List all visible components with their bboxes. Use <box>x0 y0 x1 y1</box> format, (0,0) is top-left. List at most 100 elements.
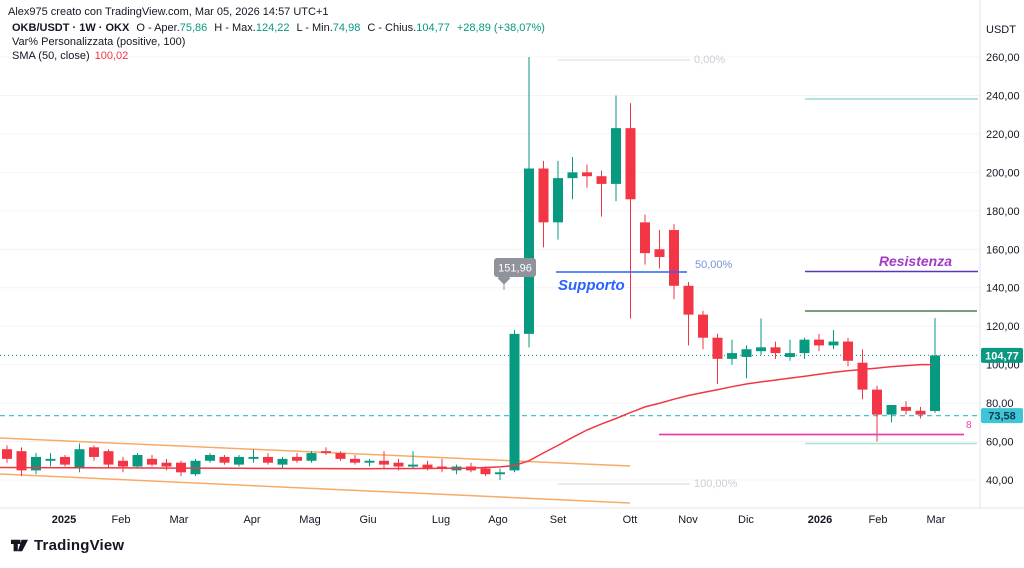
candle-body <box>756 347 766 352</box>
candle-body <box>538 168 549 223</box>
candle <box>770 341 781 359</box>
price-axis-tick: 120,00 <box>986 321 1020 333</box>
candle-body <box>147 458 157 465</box>
price-tag-text: 151,96 <box>498 263 532 275</box>
candle-body <box>437 466 447 469</box>
pink-level-label[interactable]: 8 <box>966 420 972 431</box>
candle-body <box>16 451 27 471</box>
candle <box>103 449 114 469</box>
candle <box>756 318 766 356</box>
candle <box>930 318 940 413</box>
time-axis-label: Set <box>550 514 567 526</box>
candle-body <box>132 455 143 467</box>
candle-body <box>248 456 259 459</box>
price-axis-tick: 200,00 <box>986 167 1020 179</box>
time-axis-label: Feb <box>869 514 888 526</box>
candle-body <box>422 464 433 469</box>
fib-100-label[interactable]: 100,00% <box>694 478 738 490</box>
candle <box>495 468 505 481</box>
candle <box>364 458 375 467</box>
tradingview-logo[interactable]: TradingView <box>10 536 124 555</box>
candle-body <box>321 451 331 454</box>
candle <box>785 339 795 361</box>
candle <box>205 453 215 463</box>
candle-body <box>364 460 375 463</box>
price-axis-tick: 140,00 <box>986 283 1020 295</box>
time-axis-label: Feb <box>112 514 131 526</box>
price-tag[interactable]: 151,96 <box>494 258 536 290</box>
candle <box>234 455 244 467</box>
candle-body <box>901 406 911 411</box>
drawings-back <box>0 59 980 504</box>
fib-50-label[interactable]: 50,00% <box>695 259 733 271</box>
candle-body <box>118 460 128 467</box>
candle <box>553 160 563 240</box>
candle <box>727 339 737 365</box>
price-axis-tick: 60,00 <box>986 437 1014 449</box>
sma-value: 100,02 <box>94 50 129 62</box>
candle <box>292 453 302 463</box>
candle-body <box>480 468 491 475</box>
candle <box>712 333 723 384</box>
price-axis[interactable]: USDT 260,00 240,00 220,00 200,00 180,00 160,00… <box>979 0 1023 508</box>
high-label: H - Max. <box>214 22 256 34</box>
candle-body <box>161 462 172 467</box>
price-axis-tick: 40,00 <box>986 475 1014 487</box>
candle <box>698 310 708 350</box>
symbol-title[interactable]: OKB/USDT · 1W · OKX <box>12 22 130 34</box>
time-axis-label: Mar <box>170 514 189 526</box>
time-axis-label: Giu <box>359 514 376 526</box>
candle <box>596 170 607 217</box>
candle <box>669 224 679 300</box>
chart-attribution: Alex975 creato con TradingView.com, Mar … <box>8 6 329 18</box>
close-label: C - Chius. <box>367 22 417 34</box>
indicator-sma-legend[interactable]: SMA (50, close) 100,02 <box>12 50 545 63</box>
price-axis-tick: 180,00 <box>986 206 1020 218</box>
fib-0-label[interactable]: 0,00% <box>694 54 725 66</box>
drawings-front: 0,00% 100,00% 50,00% Supporto Resistenza 8 <box>556 54 978 490</box>
candle <box>2 445 12 463</box>
time-axis[interactable]: 2025 Feb Mar Apr Mag Giu Lug Ago Set Ott Nov Dic 202… <box>0 507 1024 526</box>
candle-body <box>45 458 56 461</box>
candle <box>582 164 592 188</box>
candle <box>16 447 27 477</box>
candle-body <box>741 349 752 357</box>
candle <box>132 453 143 469</box>
time-axis-label: Lug <box>432 514 450 526</box>
candle <box>451 464 462 475</box>
candle-body <box>306 453 317 461</box>
close-value: 104,77 <box>416 22 450 34</box>
candle-body <box>553 178 563 223</box>
price-axis-tick: 80,00 <box>986 398 1014 410</box>
candle-body <box>2 449 12 459</box>
resistenza-label[interactable]: Resistenza <box>879 253 952 269</box>
price-tag-box <box>494 258 536 277</box>
candle <box>219 455 230 465</box>
candle <box>89 445 99 461</box>
low-value: 74,98 <box>332 22 361 34</box>
sma-line <box>0 363 932 470</box>
candle-body <box>596 176 607 184</box>
channel-lower-line[interactable] <box>0 473 631 504</box>
candle-body <box>843 341 853 361</box>
candle-body <box>698 314 708 338</box>
candle-body <box>799 339 810 354</box>
candle <box>799 337 810 359</box>
candle <box>263 453 273 465</box>
candle <box>118 456 128 473</box>
candle-body <box>857 362 868 390</box>
candle-body <box>277 458 288 465</box>
candle-body <box>234 456 244 465</box>
candle <box>872 385 882 442</box>
price-axis-tick: 260,00 <box>986 52 1020 64</box>
last-price-badge-text: 104,77 <box>985 350 1019 362</box>
candle <box>277 456 288 469</box>
time-axis-label: 2025 <box>52 514 76 526</box>
symbol-legend-row[interactable]: OKB/USDT · 1W · OKX O - Aper. 75,86 H - M… <box>12 22 545 35</box>
time-axis-label: Dic <box>738 514 754 526</box>
var-price-badge-bg <box>981 408 1023 424</box>
supporto-label[interactable]: Supporto <box>558 277 625 294</box>
indicator-var-legend[interactable]: Var% Personalizzata (positive, 100) <box>12 36 186 48</box>
